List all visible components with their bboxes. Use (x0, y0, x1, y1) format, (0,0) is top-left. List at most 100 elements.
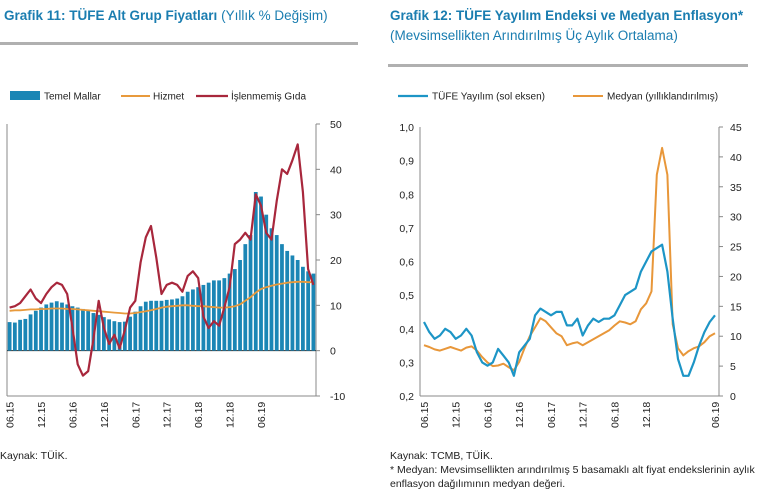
chart-11-bar (28, 314, 33, 351)
chart-12-x-tick-label: 06.19 (710, 402, 722, 428)
chart-12-y-left-tick-label: 0,2 (399, 391, 414, 403)
chart-12-x-tick-label: 12.18 (641, 402, 653, 428)
chart-11-bar (107, 319, 112, 351)
chart-11-x-tick-label: 06.17 (130, 402, 142, 428)
chart-11-bar (133, 311, 138, 351)
chart-11-panel: Grafik 11: TÜFE Alt Grup Fiyatları (Yıll… (0, 0, 372, 503)
chart-11-bar (301, 266, 305, 351)
chart-12-source: Kaynak: TCMB, TÜİK. (390, 450, 493, 462)
chart-11-bar (175, 298, 180, 351)
chart-12-x-tick-label: 06.15 (419, 402, 431, 428)
chart-12-x-tick-label: 06.18 (609, 402, 621, 428)
chart-11-bar (295, 260, 300, 351)
chart-12-source-block: Kaynak: TCMB, TÜİK. * Medyan: Mevsimsell… (390, 449, 770, 491)
chart-11-legend-label: Hizmet (153, 92, 184, 103)
chart-11-y-tick-label: -10 (330, 391, 345, 403)
chart-12-title: Grafik 12: TÜFE Yayılım Endeksi ve Medya… (390, 6, 750, 46)
chart-11-bar (33, 310, 38, 351)
chart-12-title-bold: Grafik 12: TÜFE Yayılım Endeksi ve Medya… (390, 8, 744, 23)
chart-12-plot: 1,0 0,9 0,8 0,7 0,6 0,5 0,4 0,3 0,2 45 40 35 30 25 20 1… (398, 91, 742, 428)
chart-12-y-right-tick-label: 20 (730, 271, 742, 283)
chart-11-bar (60, 302, 64, 351)
chart-11-x-tick-label: 06.15 (5, 402, 17, 428)
chart-11-source: Kaynak: TÜİK. (0, 450, 68, 462)
chart-11-y-tick-label: 0 (330, 346, 336, 358)
chart-12-y-left-tick-label: 0,9 (399, 156, 414, 168)
chart-11-bar (269, 228, 274, 351)
chart-12-y-right-tick-label: 30 (730, 212, 742, 224)
chart-11-bar (274, 235, 279, 351)
chart-11-x-tick-label: 12.18 (225, 402, 237, 428)
chart-12-y-right-tick-label: 10 (730, 331, 742, 343)
chart-11-x-tick-label: 12.17 (162, 402, 174, 428)
chart-11-bar (149, 300, 153, 351)
chart-11-bar (65, 304, 70, 351)
chart-11-bar (227, 273, 232, 351)
chart-11-line-islenmemis-gida (9, 143, 315, 377)
chart-11-bar (196, 287, 201, 351)
chart-11-bar (180, 296, 185, 351)
chart-12-y-right-tick-label: 0 (730, 391, 736, 403)
chart-11-bar (259, 196, 263, 351)
chart-11-bar (96, 314, 101, 351)
chart-11-x-tick-label: 06.16 (67, 402, 79, 428)
chart-11-bar (217, 280, 221, 351)
chart-12-x-tick-label: 12.17 (578, 402, 590, 428)
chart-12-title-sub: (Mevsimsellikten Arındırılmış Üç Aylık O… (390, 28, 678, 43)
chart-12-y-left-tick-label: 0,7 (399, 223, 414, 235)
chart-12-x-tick-label: 06.17 (546, 402, 558, 428)
chart-11-y-tick-label: 30 (330, 210, 342, 222)
chart-12-footnote: * Medyan: Mevsimsellikten arındırılmış 5… (390, 464, 755, 490)
chart-12-y-left-tick-label: 0,6 (399, 257, 414, 269)
chart-11-x-tick-label: 06.18 (193, 402, 205, 428)
chart-11-title-sub: (Yıllık % Değişim) (221, 8, 328, 23)
chart-12-y-left-tick-label: 1,0 (399, 122, 414, 134)
chart-11-bar (159, 300, 164, 351)
chart-11-bar (75, 307, 80, 351)
chart-12-y-right-tick-label: 45 (730, 122, 742, 134)
chart-11-bar (306, 271, 311, 351)
chart-11-legend-label: İşlenmemiş Gıda (231, 90, 306, 103)
chart-12-panel: Grafik 12: TÜFE Yayılım Endeksi ve Medya… (388, 0, 770, 503)
chart-11-bar (23, 318, 28, 351)
chart-11-bar (243, 244, 248, 351)
chart-11-bar (7, 322, 12, 351)
chart-12-x-tick-label: 06.16 (482, 402, 494, 428)
chart-11-bar (253, 192, 258, 351)
chart-11-y-tick-label: 40 (330, 164, 342, 176)
chart-11-bar (102, 317, 106, 351)
chart-11-plot: 50 40 30 20 10 0 -10 06.15 12.15 06.16 12.16 06.17 1… (5, 90, 346, 429)
chart-11-bar (232, 269, 237, 351)
chart-11-bar (86, 310, 91, 351)
chart-11-bar (49, 302, 54, 351)
chart-11-bar (117, 322, 122, 351)
chart-11-bar (248, 235, 253, 351)
chart-12-legend-label: TÜFE Yayılım (sol eksen) (432, 91, 545, 103)
chart-11-legend-label: Temel Mallar (44, 92, 101, 103)
chart-11-bar (311, 273, 316, 351)
chart-11-bar (122, 321, 127, 351)
chart-11-line-hizmet (9, 280, 314, 315)
chart-11-bar (154, 300, 159, 351)
chart-11-bar (222, 278, 227, 351)
chart-12-y-left-tick-label: 0,5 (399, 290, 414, 302)
chart-11-bar (164, 299, 169, 351)
chart-11-title: Grafik 11: TÜFE Alt Grup Fiyatları (Yıll… (4, 6, 328, 26)
chart-12-y-left-tick-label: 0,3 (399, 357, 414, 369)
chart-11-bar (170, 299, 174, 351)
chart-12-title-rule (388, 64, 748, 67)
chart-11-x-tick-label: 06.19 (256, 402, 268, 428)
chart-11-x-tick-label: 12.15 (36, 402, 48, 428)
chart-11-bar (285, 250, 290, 351)
chart-11-bar (290, 255, 295, 351)
chart-11-bar (264, 214, 269, 351)
chart-11-bar (280, 244, 284, 351)
chart-11-y-tick-label: 20 (330, 255, 342, 267)
chart-11-bar (185, 291, 190, 351)
chart-11-y-tick-label: 50 (330, 119, 342, 131)
chart-12-y-right-tick-label: 5 (730, 361, 736, 373)
chart-12-legend-label: Medyan (yıllıklandırılmış) (607, 92, 718, 103)
chart-11-bar (44, 304, 49, 351)
chart-12-x-tick-label: 12.16 (514, 402, 526, 428)
chart-12-y-right-tick-label: 35 (730, 182, 742, 194)
